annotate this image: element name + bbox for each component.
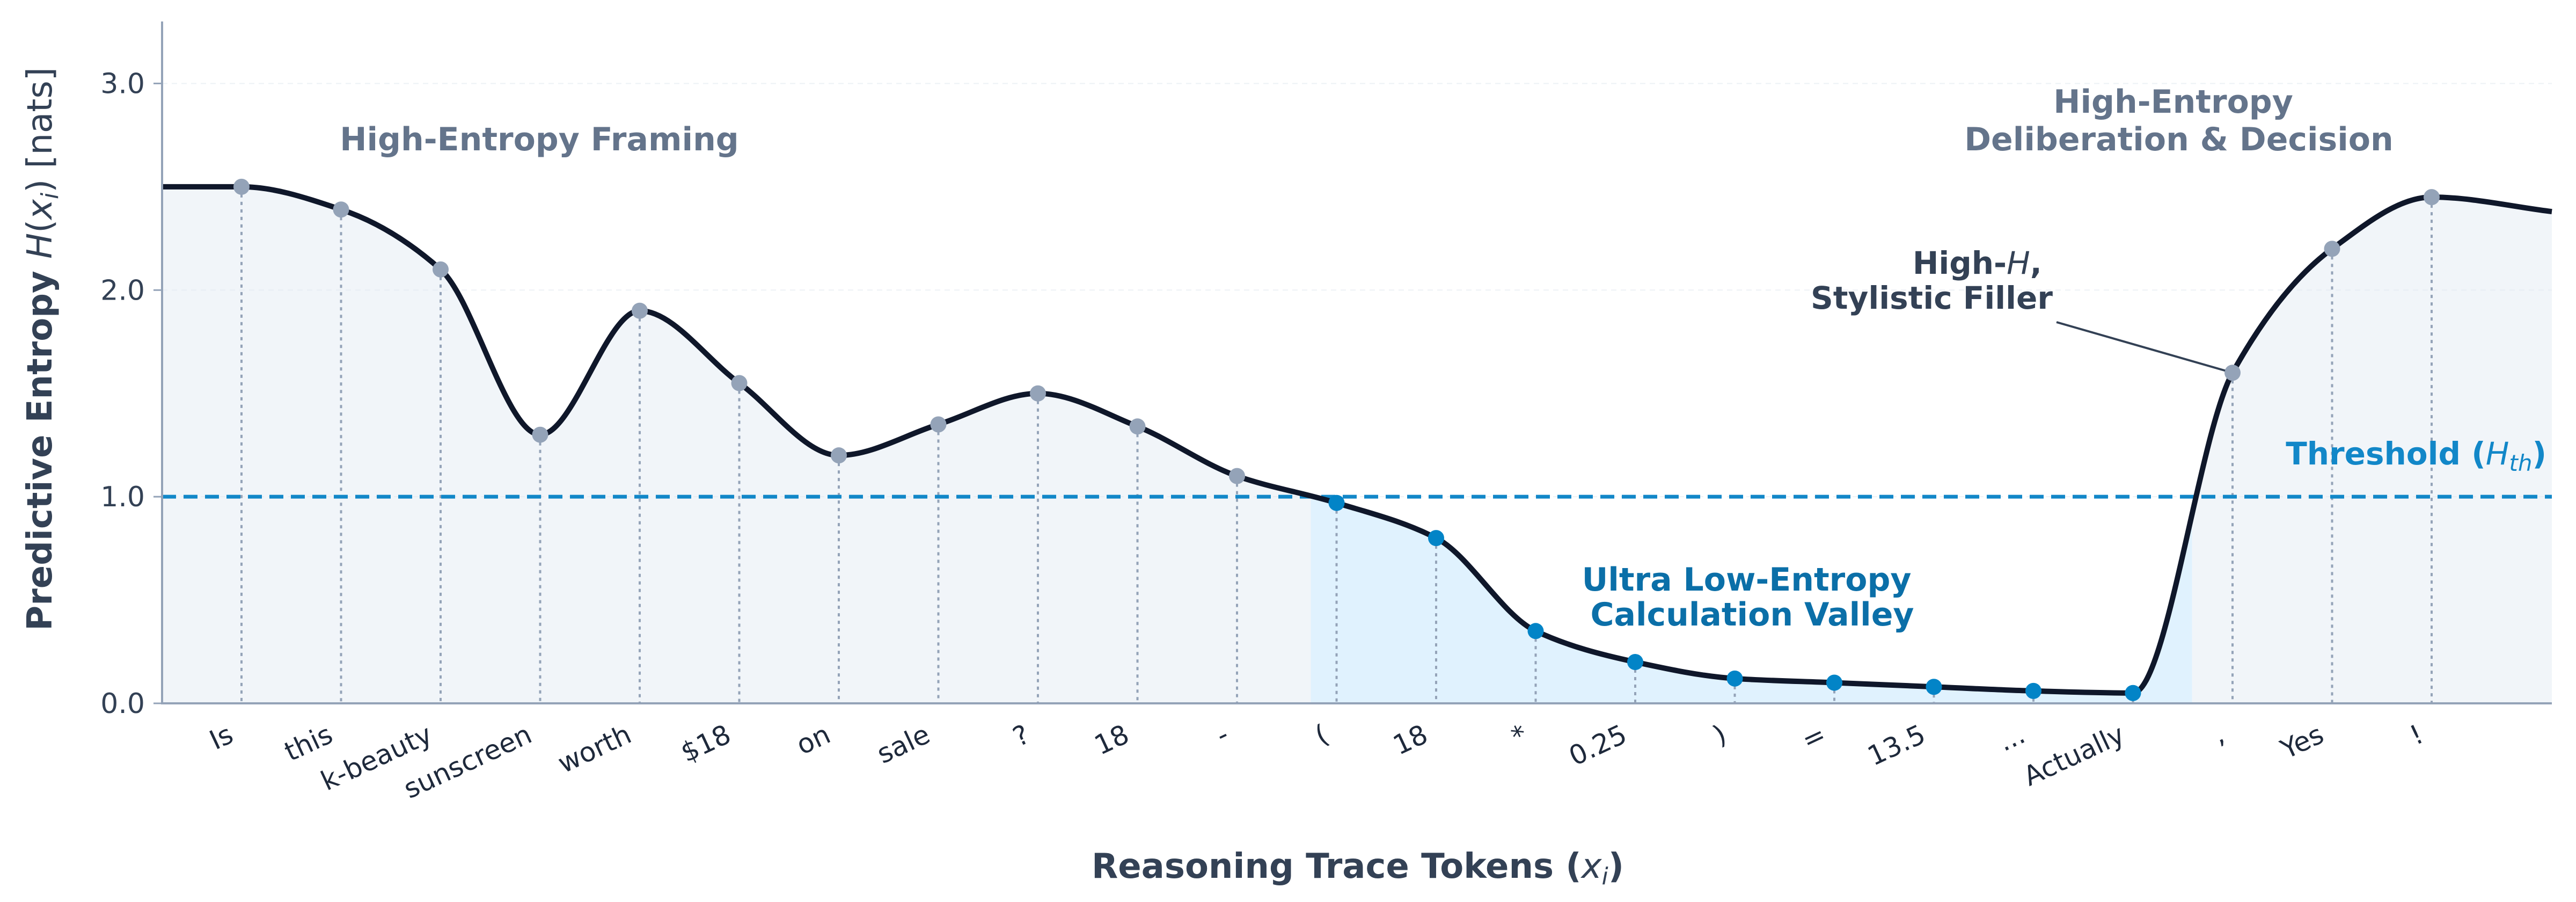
- x-tick-label: $18: [676, 718, 736, 768]
- deliberation-line2: Deliberation & Decision: [1964, 121, 2393, 158]
- deliberation-line1: High-Entropy: [2053, 83, 2293, 121]
- x-tick-label: Actually: [2019, 718, 2129, 792]
- x-tick-label: sale: [872, 718, 934, 769]
- high-entropy-point: [333, 201, 349, 218]
- low-entropy-point: [1428, 530, 1444, 547]
- threshold-label: Threshold (Hth): [2286, 435, 2546, 476]
- valley-line2: Calculation Valley: [1590, 596, 1914, 634]
- x-tick-label: 0.25: [1564, 718, 1631, 772]
- x-tick-label: 13.5: [1863, 718, 1930, 772]
- high-entropy-point: [2224, 365, 2241, 381]
- low-entropy-point: [2025, 682, 2041, 699]
- low-entropy-point: [1627, 654, 1643, 671]
- filler-line2: Stylistic Filler: [1811, 280, 2053, 316]
- high-entropy-point: [1229, 468, 1245, 484]
- low-entropy-point: [1328, 494, 1345, 511]
- y-tick-label: 0.0: [100, 688, 145, 720]
- filler-line1: High-H,: [1913, 245, 2042, 281]
- x-tick-label: 18: [1388, 718, 1432, 761]
- y-tick-label: 2.0: [100, 274, 145, 307]
- high-entropy-point: [632, 302, 648, 319]
- low-entropy-point: [1826, 674, 1842, 691]
- x-tick-label: -: [1211, 718, 1233, 751]
- low-entropy-point: [1726, 670, 1743, 687]
- x-tick-label: Is: [205, 718, 238, 756]
- x-tick-label: ,: [2208, 718, 2229, 750]
- filler-callout-pointer: [2056, 321, 2226, 372]
- x-tick-label: !: [2405, 718, 2428, 751]
- high-entropy-point: [233, 178, 250, 195]
- x-tick-label: on: [792, 718, 835, 761]
- low-entropy-point: [1926, 679, 1942, 695]
- x-tick-label: ...: [1993, 718, 2030, 758]
- valley-line1: Ultra Low-Entropy: [1582, 561, 1912, 599]
- high-entropy-point: [1129, 418, 1146, 435]
- x-tick-label: (: [1310, 718, 1333, 751]
- points-layer: [233, 178, 2440, 701]
- filler-callout: High-H, Stylistic Filler: [1811, 245, 2053, 316]
- high-entropy-point: [831, 447, 847, 464]
- drop-lines-layer: [240, 186, 2433, 703]
- x-tick-label: worth: [553, 718, 636, 779]
- y-tick-label: 3.0: [100, 68, 145, 100]
- deliberation-annotation: High-Entropy Deliberation & Decision: [1964, 83, 2393, 158]
- high-entropy-point: [731, 375, 748, 391]
- x-tick-label: *: [1506, 718, 1532, 752]
- low-entropy-point: [1527, 623, 1544, 639]
- high-entropy-point: [433, 261, 449, 278]
- framing-annotation: High-Entropy Framing: [340, 121, 738, 158]
- x-tick-label: 18: [1089, 718, 1133, 761]
- axes-layer: [153, 21, 2552, 704]
- y-tick-label: 1.0: [100, 481, 145, 513]
- high-entropy-point: [2324, 241, 2340, 257]
- high-entropy-point: [930, 416, 947, 433]
- high-entropy-point: [1030, 385, 1046, 402]
- valley-annotation: Ultra Low-Entropy Calculation Valley: [1582, 561, 1923, 634]
- y-axis-title: Predictive Entropy H(xi) [nats]: [20, 67, 64, 630]
- x-tick-label: this: [280, 718, 337, 767]
- x-tick-label: Yes: [2275, 718, 2329, 765]
- x-axis-title: Reasoning Trace Tokens (xi): [1092, 847, 1624, 890]
- low-entropy-point: [2125, 685, 2141, 701]
- x-tick-label: ): [1708, 718, 1731, 751]
- high-entropy-point: [2424, 189, 2440, 206]
- high-entropy-point: [532, 426, 548, 443]
- x-tick-label: =: [1797, 718, 1831, 756]
- x-tick-label: ?: [1008, 718, 1034, 753]
